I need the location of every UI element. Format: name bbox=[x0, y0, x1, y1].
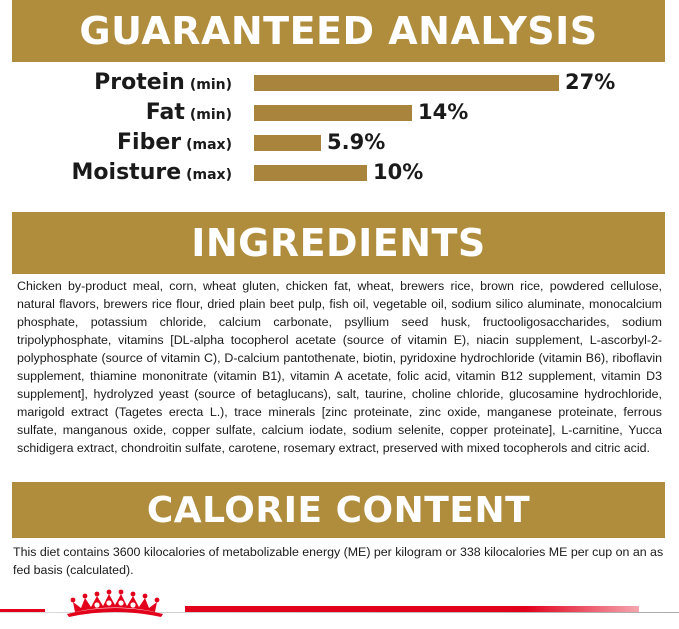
analysis-label: Fat (min) bbox=[146, 100, 232, 125]
calorie-content-title: CALORIE CONTENT bbox=[146, 489, 531, 531]
analysis-value: 10% bbox=[373, 160, 424, 184]
analysis-name: Fiber bbox=[117, 130, 182, 155]
analysis-label: Protein (min) bbox=[94, 70, 232, 95]
analysis-label: Moisture (max) bbox=[72, 160, 232, 185]
analysis-value: 14% bbox=[418, 100, 469, 124]
analysis-qualifier: (max) bbox=[186, 137, 232, 153]
analysis-row-fat: Fat (min) 14% bbox=[0, 100, 679, 130]
analysis-qualifier: (max) bbox=[186, 167, 232, 183]
analysis-qualifier: (min) bbox=[189, 77, 232, 93]
ingredients-list: Chicken by-product meal, corn, wheat glu… bbox=[17, 279, 662, 455]
analysis-name: Moisture bbox=[71, 160, 182, 185]
footer-red-accent-left bbox=[0, 609, 45, 612]
guaranteed-analysis-title: GUARANTEED ANALYSIS bbox=[79, 9, 598, 53]
analysis-bar bbox=[254, 75, 559, 91]
analysis-bar bbox=[254, 105, 412, 121]
analysis-row-moisture: Moisture (max) 10% bbox=[0, 160, 679, 190]
analysis-name: Fat bbox=[145, 100, 185, 125]
footer-divider bbox=[0, 612, 679, 613]
footer-red-accent bbox=[185, 606, 639, 612]
ingredients-title: INGREDIENTS bbox=[191, 221, 486, 265]
calorie-content-banner: CALORIE CONTENT bbox=[12, 482, 665, 538]
analysis-value: 27% bbox=[565, 70, 616, 94]
guaranteed-analysis-banner: GUARANTEED ANALYSIS bbox=[12, 0, 665, 62]
analysis-label: Fiber (max) bbox=[117, 130, 232, 155]
analysis-value: 5.9% bbox=[327, 130, 386, 154]
analysis-bar bbox=[254, 165, 367, 181]
crown-logo-icon bbox=[67, 589, 163, 617]
calorie-content-text: This diet contains 3600 kilocalories of … bbox=[13, 545, 664, 577]
analysis-row-protein: Protein (min) 27% bbox=[0, 70, 679, 100]
analysis-row-fiber: Fiber (max) 5.9% bbox=[0, 130, 679, 160]
analysis-name: Protein bbox=[94, 70, 185, 95]
analysis-bar bbox=[254, 135, 321, 151]
analysis-qualifier: (min) bbox=[189, 107, 232, 123]
ingredients-banner: INGREDIENTS bbox=[12, 212, 665, 274]
